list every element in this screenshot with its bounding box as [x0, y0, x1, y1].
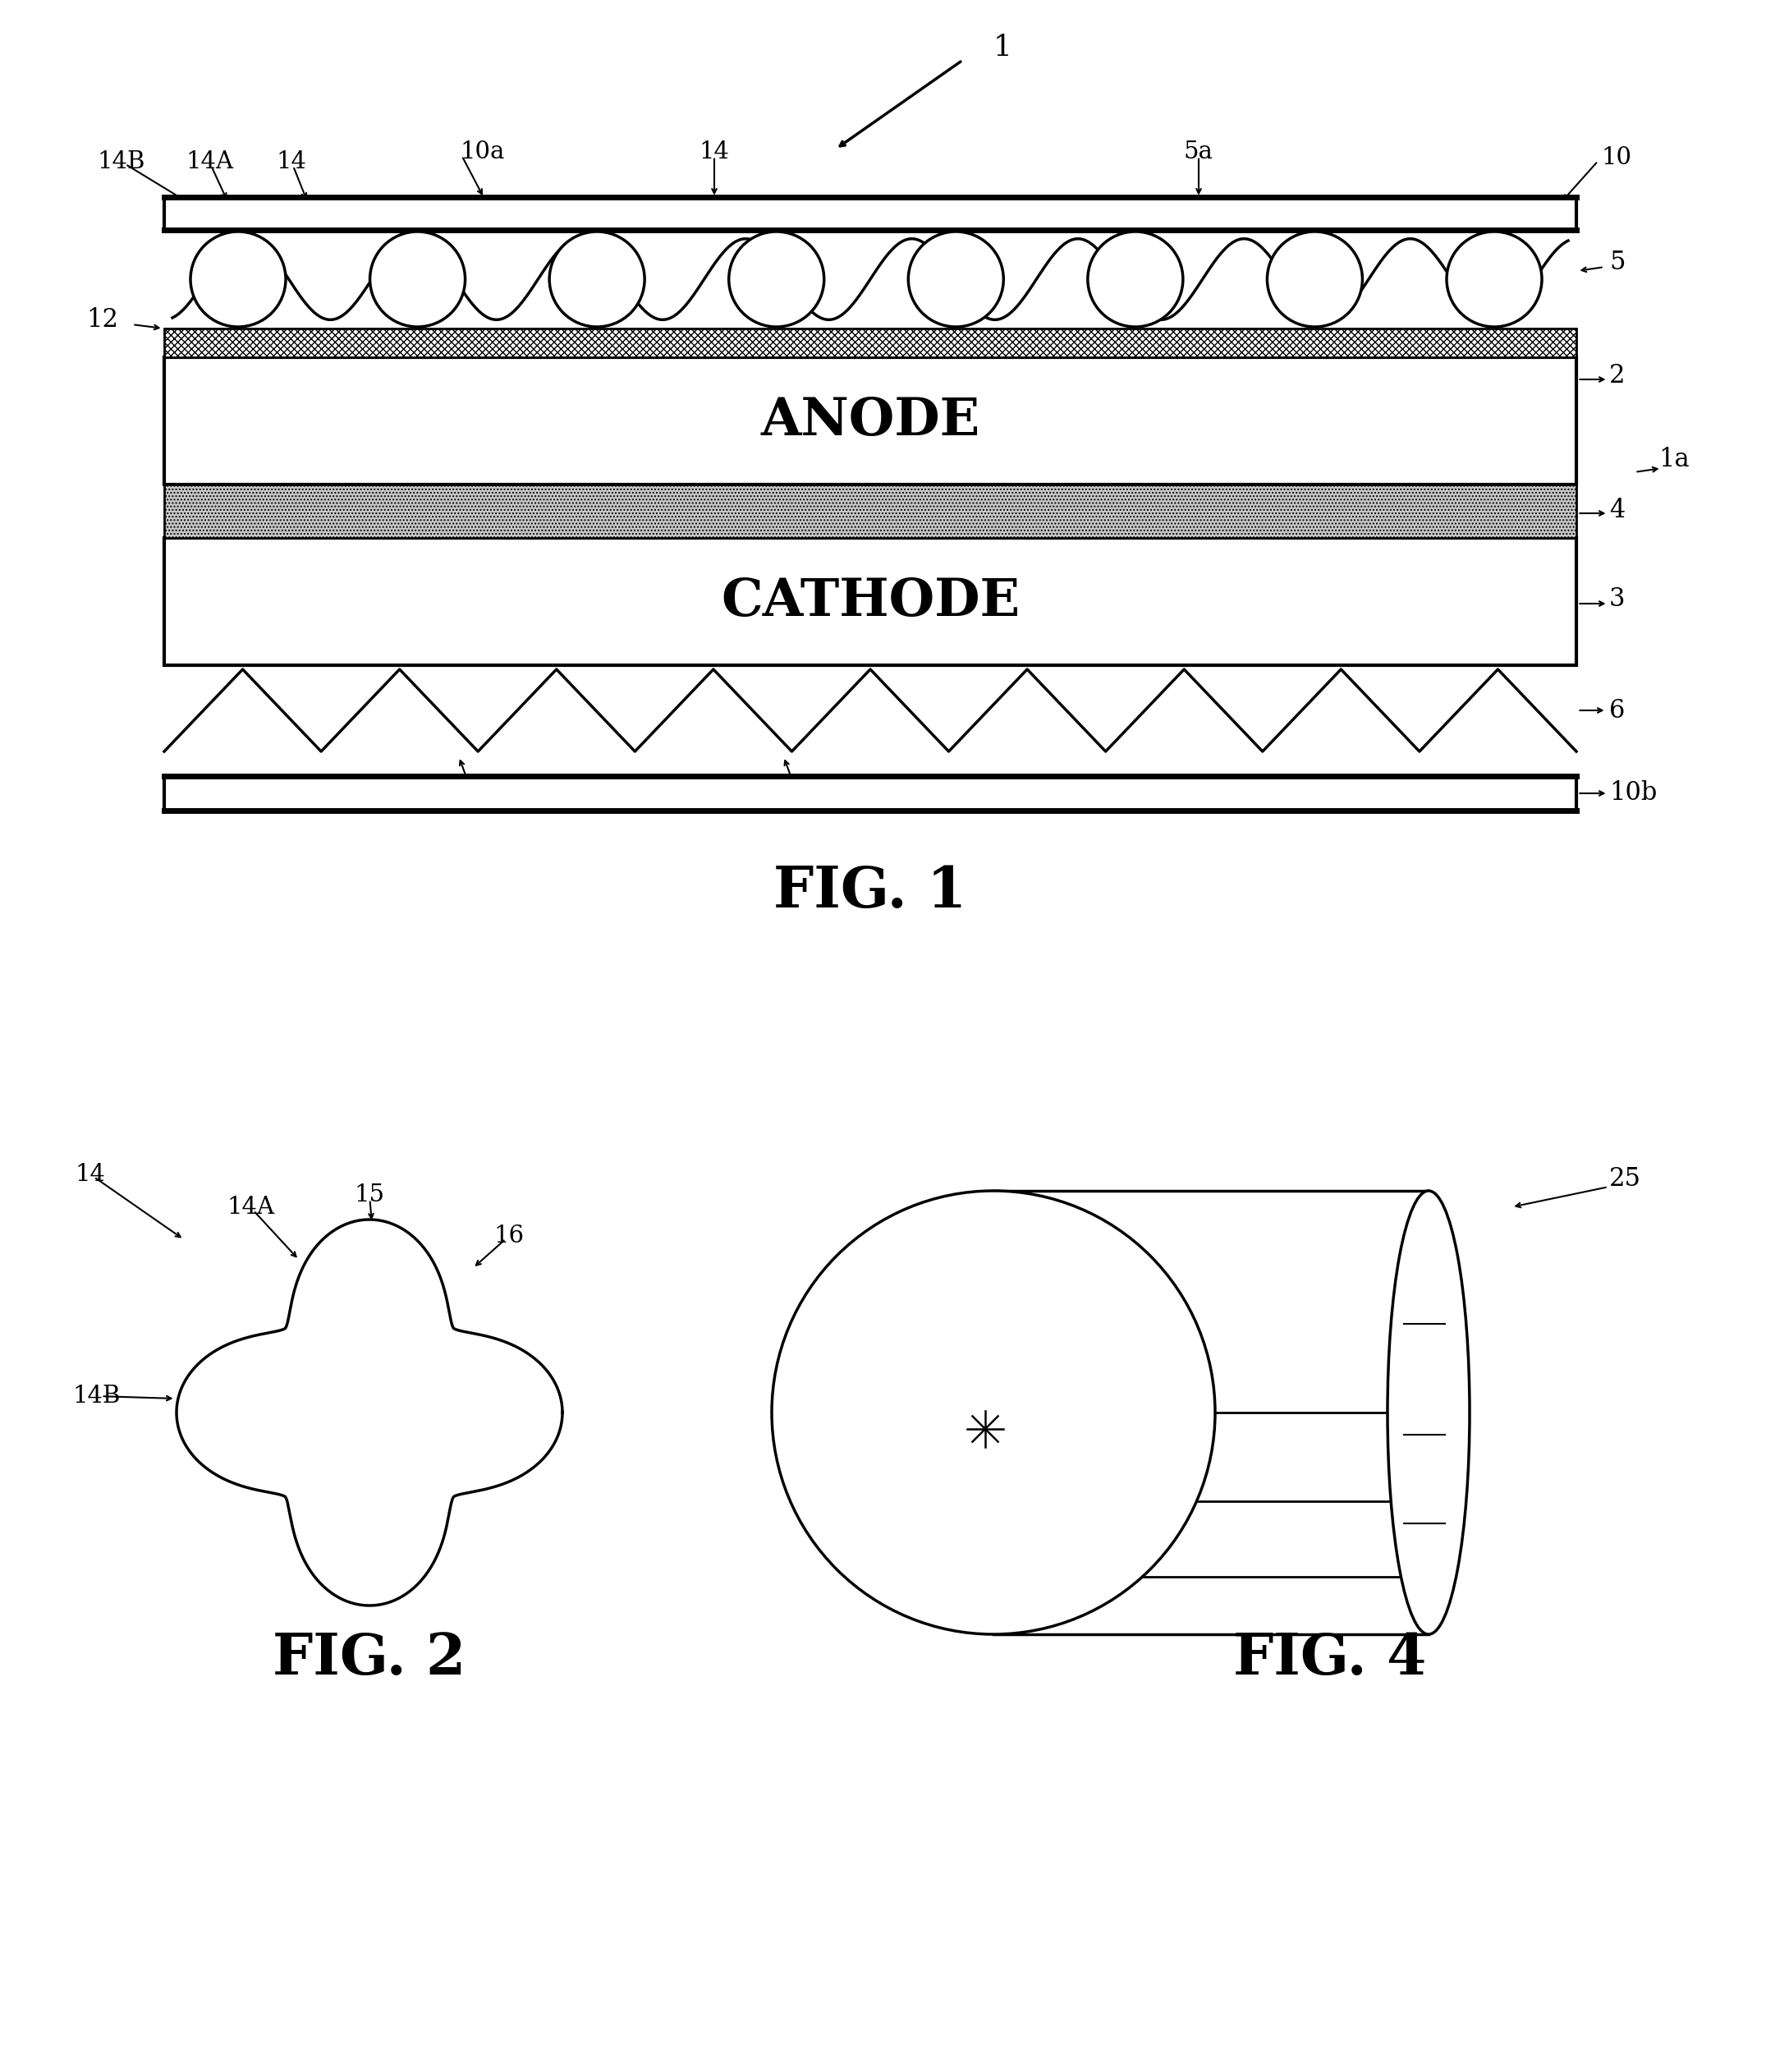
Text: 14A: 14A — [226, 1196, 274, 1218]
Text: 3: 3 — [1609, 586, 1625, 611]
Text: 14: 14 — [275, 151, 307, 174]
Bar — [164, 485, 1577, 539]
Text: 6: 6 — [1609, 698, 1625, 723]
Text: 10a: 10a — [459, 141, 505, 164]
Ellipse shape — [1388, 1191, 1469, 1635]
Text: FIG. 2: FIG. 2 — [272, 1631, 466, 1687]
Text: 14B: 14B — [72, 1384, 120, 1407]
Text: 10b: 10b — [1609, 781, 1657, 806]
Text: ANODE: ANODE — [761, 396, 980, 445]
Text: FIG. 4: FIG. 4 — [1233, 1631, 1427, 1687]
Text: 1: 1 — [994, 33, 1012, 62]
Text: 6a: 6a — [461, 789, 489, 812]
Circle shape — [1446, 232, 1542, 327]
Text: 6a: 6a — [784, 789, 814, 812]
Circle shape — [908, 232, 1003, 327]
Circle shape — [191, 232, 286, 327]
Text: 14: 14 — [76, 1162, 106, 1185]
Text: 14A: 14A — [185, 151, 233, 174]
Text: 10: 10 — [1602, 147, 1632, 170]
Text: 25: 25 — [1609, 1167, 1641, 1191]
Text: 14B: 14B — [97, 151, 145, 174]
Text: CATHODE: CATHODE — [721, 576, 1019, 626]
Text: 25a: 25a — [876, 1444, 922, 1471]
Text: 4: 4 — [1609, 497, 1625, 524]
Text: 2: 2 — [1609, 363, 1625, 390]
Bar — [164, 539, 1577, 665]
Text: 15: 15 — [355, 1183, 385, 1206]
Text: 5: 5 — [1609, 251, 1625, 276]
Text: 16: 16 — [494, 1225, 525, 1247]
Text: 12: 12 — [87, 307, 118, 334]
Circle shape — [772, 1191, 1215, 1635]
Text: 1a: 1a — [1658, 448, 1690, 472]
Circle shape — [1088, 232, 1183, 327]
Circle shape — [369, 232, 464, 327]
Text: 5a: 5a — [1183, 141, 1213, 164]
Bar — [164, 329, 1577, 356]
Circle shape — [729, 232, 825, 327]
Circle shape — [1268, 232, 1362, 327]
Bar — [164, 356, 1577, 485]
Text: FIG. 1: FIG. 1 — [774, 864, 966, 918]
Text: 14: 14 — [699, 141, 729, 164]
Circle shape — [549, 232, 645, 327]
